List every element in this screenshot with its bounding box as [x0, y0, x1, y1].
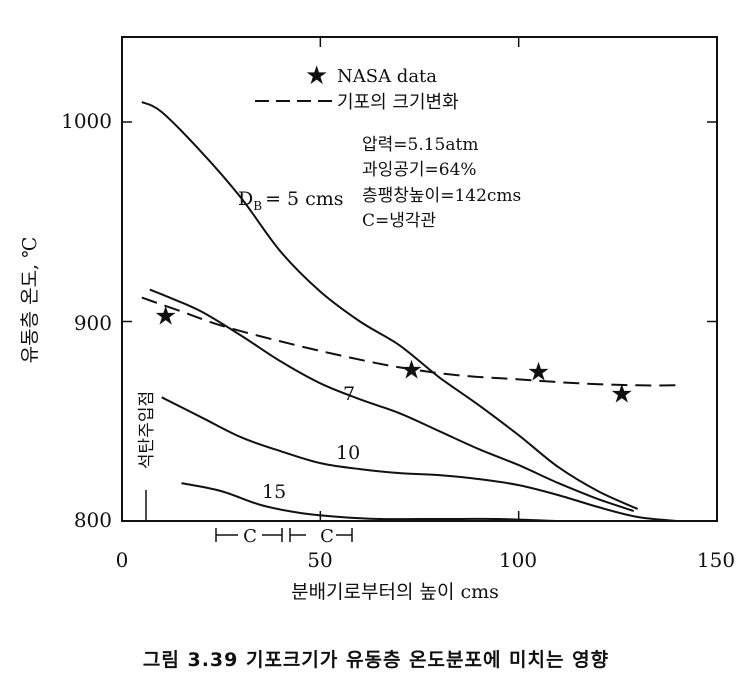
condition-excess-air: 과잉공기=64% — [362, 160, 477, 180]
x-axis-label: 분배기로부터의 높이 cms — [291, 581, 499, 603]
condition-bed-height: 층팽창높이=142cms — [362, 186, 521, 206]
condition-pressure: 압력=5.15atm — [362, 135, 478, 155]
nasa-data-point: ★ — [610, 379, 633, 409]
condition-cooling-tube: C=냉각관 — [362, 211, 436, 231]
cooling-tube-label-2: C — [320, 526, 334, 547]
figure-caption: 그림 3.39 기포크기가 유동층 온도분포에 미치는 영향 — [142, 649, 610, 671]
x-tick-label-50: 50 — [307, 548, 332, 572]
nasa-markers: ★ ★ ★ ★ — [154, 302, 633, 410]
x-tick-label-0: 0 — [116, 548, 129, 572]
conditions-note: 압력=5.15atm 과잉공기=64% 층팽창높이=142cms C=냉각관 — [362, 135, 521, 231]
plot-border — [121, 36, 718, 522]
series-line-1 — [149, 288, 635, 512]
tick-labels: 0 50 100 150 800 900 1000 — [61, 109, 735, 572]
cooling-tube-marker-2: C — [289, 526, 353, 547]
chart: 0 50 100 150 800 900 1000 분배기로부터의 높이 cms… — [19, 36, 735, 603]
series-line-3 — [181, 482, 559, 522]
y-axis-label: 유동층 온도, ℃ — [19, 237, 41, 364]
y-tick-label-900: 900 — [74, 311, 112, 335]
nasa-data-point: ★ — [400, 355, 423, 385]
series-label-15: 15 — [262, 481, 286, 503]
cooling-tube-label-1: C — [243, 526, 257, 547]
series-label-7: 7 — [343, 383, 355, 405]
legend-nasa-label: NASA data — [337, 66, 437, 87]
nasa-data-point: ★ — [527, 357, 550, 387]
bubble-size-dashed-line — [141, 296, 678, 387]
series-layer — [141, 101, 678, 522]
legend: ★ NASA data 기포의 크기변화 — [255, 61, 459, 113]
x-tick-label-100: 100 — [499, 548, 537, 572]
nasa-data-point: ★ — [154, 302, 177, 332]
series-label-5cms: DB = 5 cms — [238, 188, 344, 213]
star-icon: ★ — [305, 61, 328, 91]
annotations: 석탄주입점 C C — [137, 391, 353, 547]
cooling-tube-marker-1: C — [215, 526, 283, 547]
series-label-10: 10 — [336, 442, 360, 464]
series-line-2 — [161, 396, 678, 522]
plot-frame — [121, 36, 718, 522]
series-line-0 — [141, 101, 639, 510]
y-tick-label-1000: 1000 — [61, 109, 112, 133]
legend-dashed-label: 기포의 크기변화 — [337, 92, 459, 113]
series-labels: DB = 5 cms 7 10 15 — [238, 188, 360, 503]
x-tick-label-150: 150 — [697, 548, 735, 572]
injection-point-label: 석탄주입점 — [137, 391, 157, 469]
y-tick-label-800: 800 — [74, 508, 112, 532]
